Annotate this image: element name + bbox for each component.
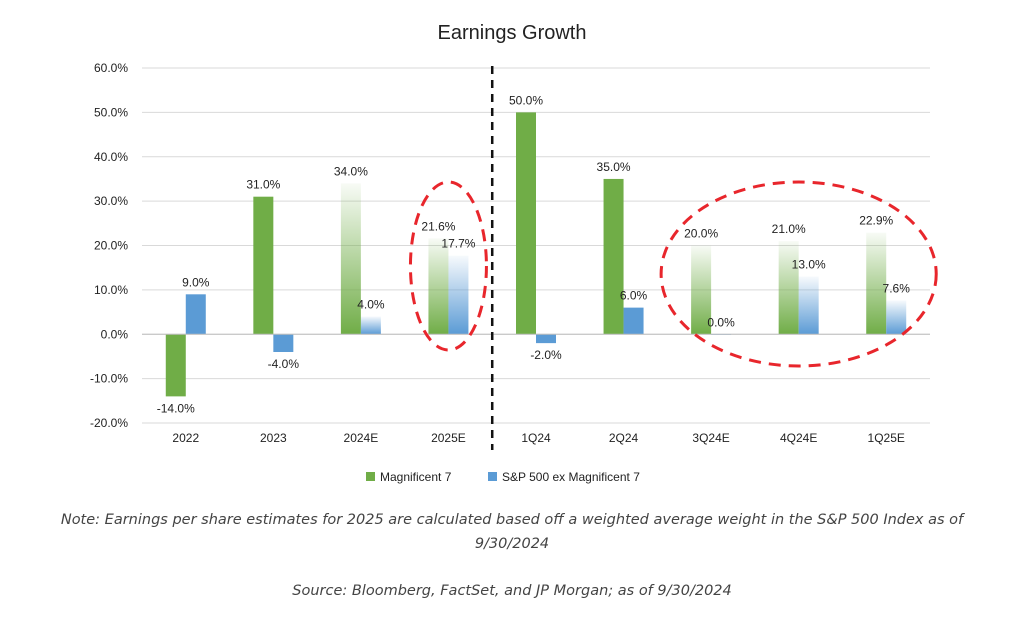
data-label: 9.0% bbox=[182, 275, 210, 289]
x-tick-label: 1Q25E bbox=[868, 431, 905, 445]
mag7-bar-2024e bbox=[340, 183, 361, 335]
sp500-ex-mag7-bar-4q24e bbox=[798, 276, 819, 335]
earnings-growth-chart: Earnings Growth -14.0% 9.0% 31.0% -4.0% 34.0… bbox=[90, 22, 938, 484]
y-tick-label: 30.0% bbox=[94, 194, 128, 208]
chart-title: Earnings Growth bbox=[438, 22, 587, 44]
data-label: 7.6% bbox=[883, 282, 911, 296]
sp500-ex-mag7-bar-2022 bbox=[185, 294, 206, 335]
mag7-bar-1q25e bbox=[866, 232, 887, 335]
sp500-ex-mag7-bar-2025e bbox=[448, 255, 469, 335]
data-label: 22.9% bbox=[859, 214, 893, 228]
y-tick-label: -20.0% bbox=[90, 416, 128, 430]
data-label: 50.0% bbox=[509, 93, 543, 107]
legend: Magnificent 7 S&P 500 ex Magnificent 7 bbox=[366, 470, 640, 484]
data-label: 20.0% bbox=[684, 227, 718, 241]
x-tick-label: 2024E bbox=[344, 431, 379, 445]
mag7-bar-2023 bbox=[253, 196, 274, 335]
data-label: 34.0% bbox=[334, 164, 368, 178]
x-tick-label: 3Q24E bbox=[692, 431, 729, 445]
sp500-ex-mag7-bar-2q24 bbox=[623, 307, 644, 335]
highlight-ellipse bbox=[659, 180, 938, 368]
sp500-ex-mag7-bar-2024e bbox=[360, 316, 381, 335]
legend-label: S&P 500 ex Magnificent 7 bbox=[502, 470, 640, 484]
mag7-bar-1q24 bbox=[516, 112, 536, 335]
x-tick-label: 2025E bbox=[431, 431, 466, 445]
x-tick-label: 2022 bbox=[172, 431, 199, 445]
y-tick-label: 50.0% bbox=[94, 105, 128, 119]
x-tick-label: 2023 bbox=[260, 431, 287, 445]
data-label: 35.0% bbox=[597, 160, 631, 174]
x-tick-label: 1Q24 bbox=[521, 431, 551, 445]
sp500-ex-mag7-bar-2023 bbox=[273, 334, 294, 352]
mag7-bar-2q24 bbox=[603, 178, 624, 335]
mag7-bar-2025e bbox=[428, 238, 449, 335]
data-label: 17.7% bbox=[441, 237, 475, 251]
bars bbox=[165, 112, 907, 397]
y-tick-label: 20.0% bbox=[94, 239, 128, 253]
annotations bbox=[408, 66, 938, 450]
data-label: 6.0% bbox=[620, 289, 648, 303]
source-citation: Source: Bloomberg, FactSet, and JP Morga… bbox=[292, 583, 732, 599]
y-tick-label: 0.0% bbox=[101, 327, 129, 341]
footnote: Note: Earnings per share estimates for 2… bbox=[60, 512, 964, 552]
sp500-ex-mag7-bar-1q24 bbox=[536, 334, 556, 344]
x-tick-label: 2Q24 bbox=[609, 431, 639, 445]
sp500-ex-mag7-bar-1q25e bbox=[886, 300, 907, 335]
data-label: 21.6% bbox=[421, 219, 455, 233]
mag7-bar-4q24e bbox=[778, 241, 799, 335]
legend-swatch bbox=[366, 472, 375, 481]
mag7-bar-2022 bbox=[165, 334, 186, 397]
y-tick-label: 40.0% bbox=[94, 150, 128, 164]
data-label: -4.0% bbox=[268, 357, 300, 371]
legend-swatch bbox=[488, 472, 497, 481]
highlight-ellipse bbox=[408, 180, 488, 352]
data-label: 0.0% bbox=[707, 315, 735, 329]
y-tick-label: -10.0% bbox=[90, 372, 128, 386]
data-label: 31.0% bbox=[246, 178, 280, 192]
data-labels: -14.0% 9.0% 31.0% -4.0% 34.0% 4.0% 21.6% 17.7% 5… bbox=[157, 93, 910, 415]
data-label: 21.0% bbox=[772, 222, 806, 236]
axes: 60.0% 50.0% 40.0% 30.0% 20.0% 10.0% 0.0% -10.0%… bbox=[90, 61, 930, 445]
data-label: -14.0% bbox=[157, 401, 195, 415]
y-tick-label: 60.0% bbox=[94, 61, 128, 75]
y-tick-label: 10.0% bbox=[94, 283, 128, 297]
legend-label: Magnificent 7 bbox=[380, 470, 452, 484]
data-label: 13.0% bbox=[792, 258, 826, 272]
data-label: -2.0% bbox=[530, 348, 562, 362]
data-label: 4.0% bbox=[357, 298, 385, 312]
mag7-bar-3q24e bbox=[691, 245, 712, 335]
x-tick-label: 4Q24E bbox=[780, 431, 817, 445]
